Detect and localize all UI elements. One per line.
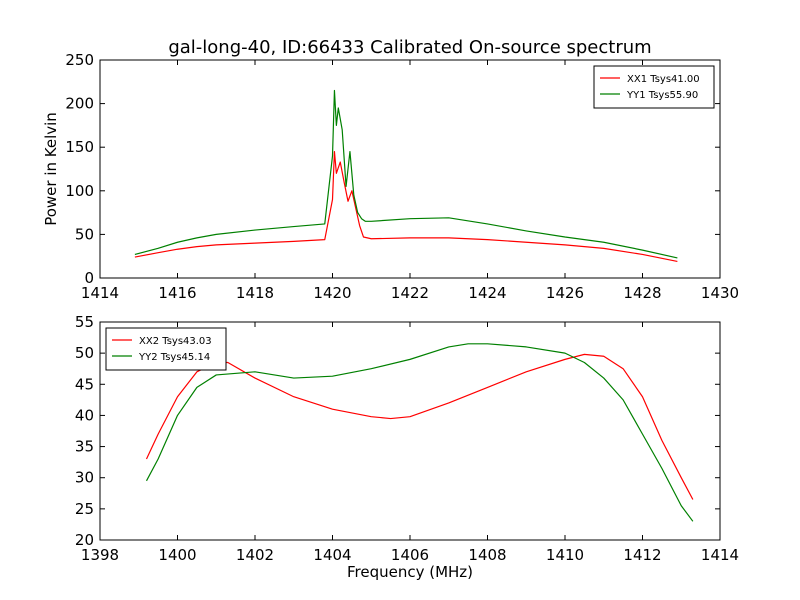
- legend-box-1: [105, 327, 227, 371]
- series-line-0-1: [134, 89, 678, 259]
- x-tick-label-0-7: 1428: [623, 284, 661, 302]
- legend-entry-1-0: XX2 Tsys43.03: [139, 336, 212, 347]
- y-tick-label-0-2: 100: [65, 182, 94, 200]
- x-tick-label-1-6: 1410: [546, 546, 584, 564]
- x-tick-label-0-4: 1422: [391, 284, 429, 302]
- legend-entry-0-0: XX1 Tsys41.00: [627, 74, 700, 85]
- x-tick-label-1-7: 1412: [623, 546, 661, 564]
- x-tick-label-1-5: 1408: [468, 546, 506, 564]
- y-tick-label-0-0: 0: [84, 269, 94, 287]
- x-tick-label-0-3: 1420: [313, 284, 351, 302]
- x-tick-label-0-0: 1414: [81, 284, 119, 302]
- x-tick-label-1-3: 1404: [313, 546, 351, 564]
- bottom-spectrum-panel: 1398 1400 1402 1404 1406 1408 1410 1412 1414 20 25…: [75, 313, 739, 581]
- x-tick-label-1-8: 1414: [701, 546, 739, 564]
- x-tick-label-1-1: 1400: [158, 546, 196, 564]
- x-tick-label-0-8: 1430: [701, 284, 739, 302]
- y-tick-label-1-6: 50: [75, 344, 94, 362]
- y-tick-label-1-7: 55: [75, 313, 94, 331]
- y-tick-label-0-1: 50: [75, 225, 94, 243]
- y-tick-label-1-4: 40: [75, 406, 94, 424]
- series-line-1-1: [145, 343, 694, 522]
- y-tick-label-1-3: 35: [75, 438, 94, 456]
- x-tick-label-0-2: 1418: [236, 284, 274, 302]
- y-tick-label-1-5: 45: [75, 375, 94, 393]
- legend-1: XX2 Tsys43.03 YY2 Tsys45.14: [105, 327, 227, 371]
- legend-entry-1-1: YY2 Tsys45.14: [138, 352, 210, 363]
- y-tick-label-1-1: 25: [75, 500, 94, 518]
- y-tick-label-0-3: 150: [65, 138, 94, 156]
- y-axis-label-0: Power in Kelvin: [42, 112, 60, 226]
- x-tick-label-1-0: 1398: [81, 546, 119, 564]
- y-tick-label-1-2: 30: [75, 469, 94, 487]
- chart-title: gal-long-40, ID:66433 Calibrated On-sour…: [168, 37, 651, 58]
- x-tick-label-1-2: 1402: [236, 546, 274, 564]
- x-tick-label-1-4: 1406: [391, 546, 429, 564]
- y-tick-label-0-4: 200: [65, 95, 94, 113]
- x-tick-label-0-6: 1426: [546, 284, 584, 302]
- y-tick-label-1-0: 20: [75, 531, 94, 549]
- x-tick-label-0-5: 1424: [468, 284, 506, 302]
- top-spectrum-panel: 1414 1416 1418 1420 1422 1424 1426 1428 1430 0 50 1…: [42, 51, 739, 302]
- y-tick-label-0-5: 250: [65, 51, 94, 69]
- legend-box-0: [593, 65, 715, 109]
- legend-entry-0-1: YY1 Tsys55.90: [626, 90, 698, 101]
- x-tick-label-0-1: 1416: [158, 284, 196, 302]
- legend-0: XX1 Tsys41.00 YY1 Tsys55.90: [593, 65, 715, 109]
- x-axis-label-1: Frequency (MHz): [347, 563, 473, 581]
- series-line-0-0: [134, 150, 678, 263]
